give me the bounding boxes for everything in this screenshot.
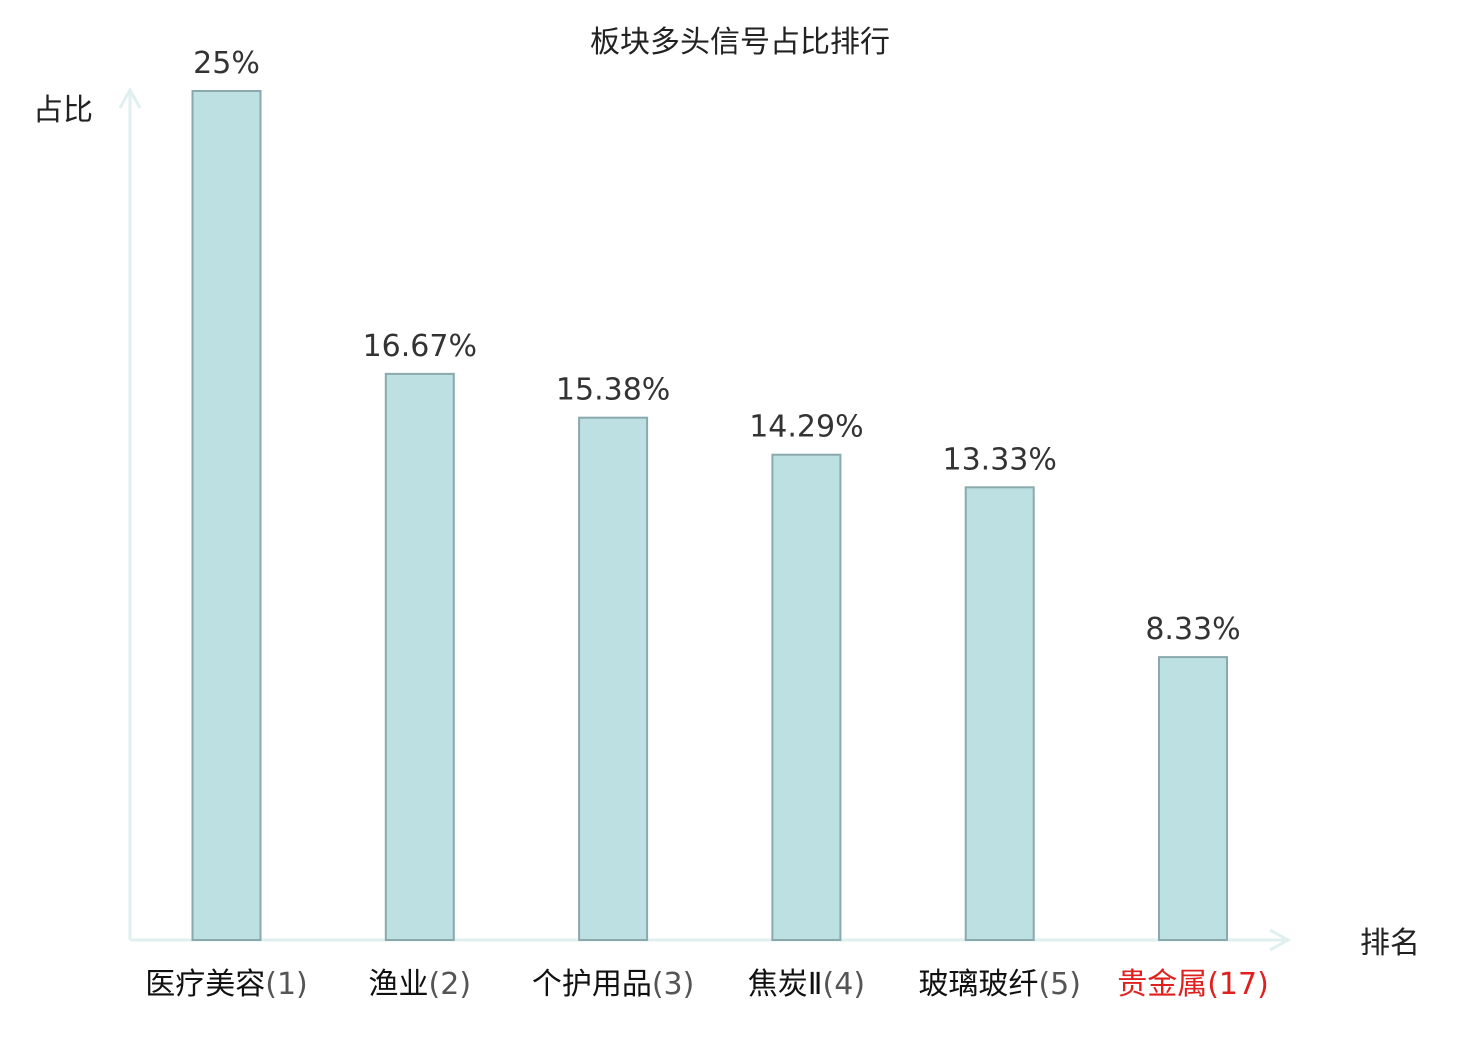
category-label: 渔业(2) [369, 967, 472, 1002]
category-labels-group: 医疗美容(1) 渔业(2) 个护用品(3) 焦炭Ⅱ(4) 玻璃玻纤(5) 贵金属(17) [145, 967, 1269, 1002]
bar-value-label: 16.67% [363, 329, 477, 364]
category-name: 医疗美容 [145, 967, 265, 1002]
category-rank: (17) [1207, 967, 1269, 1002]
category-name: 渔业 [369, 967, 429, 1002]
category-label: 贵金属(17) [1117, 967, 1269, 1002]
bar-value-label: 15.38% [556, 373, 670, 408]
category-rank: (4) [823, 967, 866, 1002]
bar [964, 486, 1035, 941]
bar-value-label: 14.29% [749, 410, 863, 445]
bar [1158, 656, 1228, 942]
category-label: 个护用品(3) [532, 967, 695, 1002]
x-axis-arrow [1269, 928, 1292, 952]
category-label: 玻璃玻纤(5) [918, 967, 1080, 1002]
category-name: 玻璃玻纤 [918, 967, 1038, 1002]
x-axis-label: 排名 [1360, 926, 1420, 961]
category-name: 个护用品 [532, 967, 652, 1002]
chart-title: 板块多头信号占比排行 [590, 25, 890, 60]
category-rank: (3) [652, 967, 695, 1002]
bar-value-label: 8.33% [1145, 612, 1240, 647]
bar [578, 416, 649, 941]
y-axis-arrow [118, 86, 142, 109]
bar [771, 453, 842, 941]
category-name: 贵金属 [1117, 967, 1207, 1002]
category-rank: (5) [1038, 967, 1081, 1002]
axes [118, 86, 1292, 952]
bar-value-label: 25% [193, 46, 260, 81]
y-axis-label: 占比 [33, 93, 93, 128]
category-rank: (2) [429, 967, 472, 1002]
bar [191, 90, 262, 941]
bar-value-label: 13.33% [943, 442, 1057, 477]
category-label: 焦炭Ⅱ(4) [748, 967, 865, 1002]
value-labels-group: 25% 16.67% 15.38% 14.29% 13.33% 8.33% [193, 46, 1241, 647]
bars-group [191, 90, 1228, 942]
category-label: 医疗美容(1) [145, 967, 308, 1002]
bar [384, 372, 455, 942]
category-rank: (1) [265, 967, 308, 1002]
category-name: 焦炭Ⅱ [748, 967, 823, 1002]
